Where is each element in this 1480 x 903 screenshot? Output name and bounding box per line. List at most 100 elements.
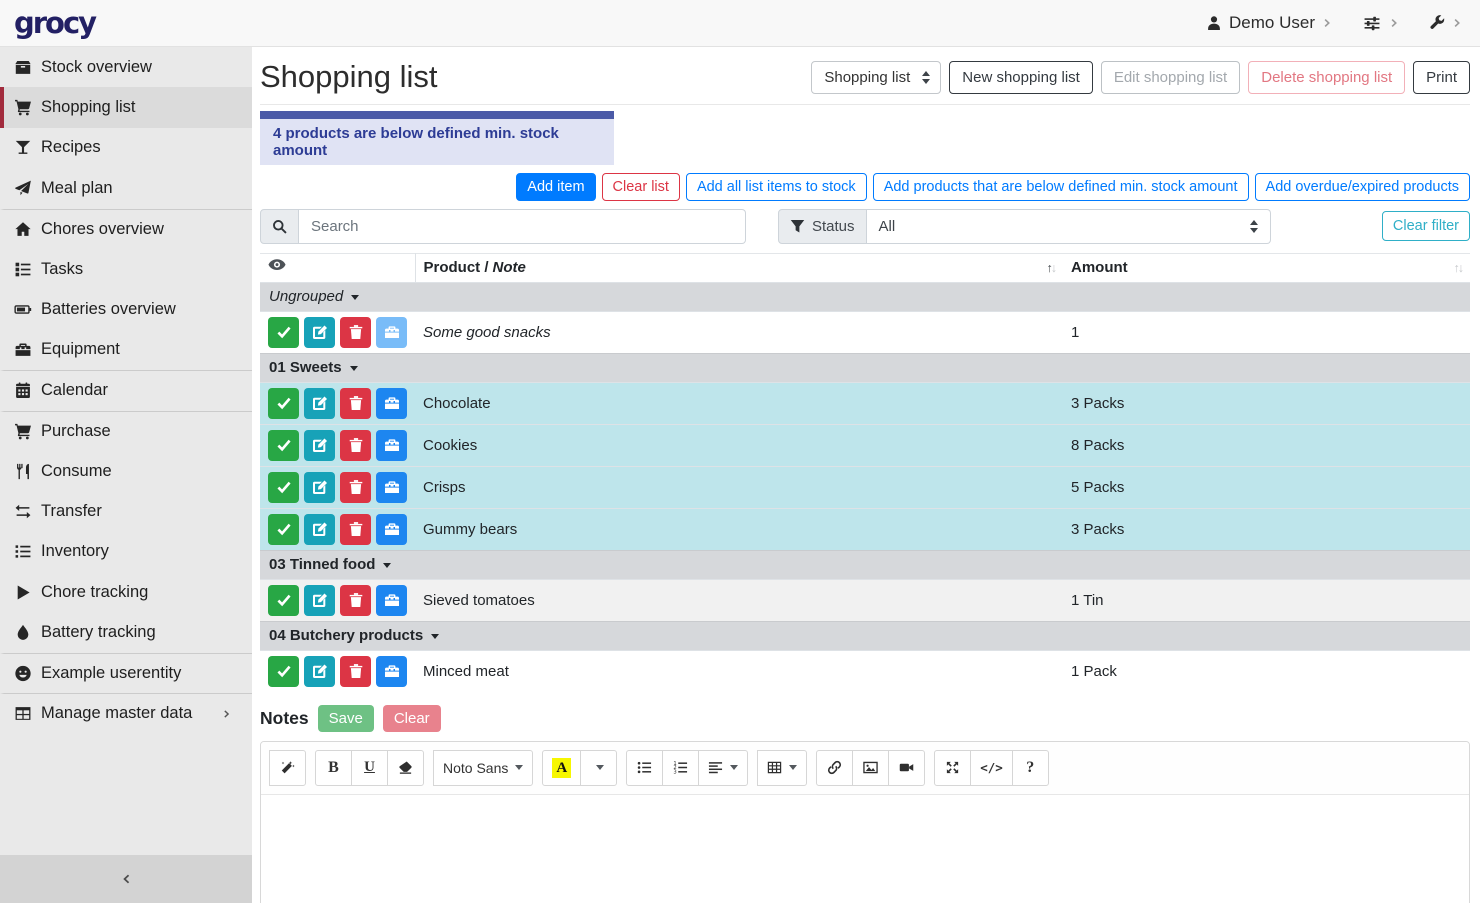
insert-video-button[interactable] bbox=[888, 749, 926, 786]
clear-filter-button[interactable]: Clear filter bbox=[1381, 211, 1470, 242]
user-menu[interactable]: Demo User bbox=[1206, 13, 1332, 33]
mark-done-button[interactable] bbox=[268, 429, 299, 461]
delete-item-button[interactable] bbox=[340, 655, 371, 687]
sidebar-item-example-userentity[interactable]: Example userentity bbox=[0, 652, 252, 693]
sidebar-item-manage-master-data[interactable]: Manage master data bbox=[0, 693, 252, 733]
app-logo[interactable]: grocy bbox=[14, 5, 97, 40]
save-notes-button[interactable]: Save bbox=[317, 704, 374, 732]
amount-cell: 1 Pack bbox=[1063, 649, 1470, 692]
font-color-button[interactable]: A bbox=[542, 749, 582, 786]
unordered-list-button[interactable] bbox=[626, 749, 664, 786]
new-shopping-list-button[interactable]: New shopping list bbox=[949, 60, 1093, 94]
delete-item-button[interactable] bbox=[340, 584, 371, 616]
row-actions bbox=[268, 471, 407, 503]
mark-done-button[interactable] bbox=[268, 655, 299, 687]
notes-editor-area[interactable] bbox=[261, 794, 1469, 903]
amount-cell: 8 Packs bbox=[1063, 423, 1470, 467]
add-to-stock-button[interactable] bbox=[376, 584, 407, 616]
delete-item-button[interactable] bbox=[340, 387, 371, 419]
insert-picture-button[interactable] bbox=[852, 749, 890, 786]
font-name-dropdown[interactable]: Noto Sans bbox=[433, 749, 534, 786]
fullscreen-button[interactable] bbox=[934, 749, 972, 786]
sidebar-item-batteries-overview[interactable]: Batteries overview bbox=[0, 289, 252, 329]
edit-shopping-list-button[interactable]: Edit shopping list bbox=[1100, 60, 1241, 94]
add-to-stock-button[interactable] bbox=[376, 513, 407, 545]
sidebar-collapse-button[interactable] bbox=[0, 855, 252, 903]
sidebar-item-shopping-list[interactable]: Shopping list bbox=[0, 87, 252, 128]
sidebar-item-chore-tracking[interactable]: Chore tracking bbox=[0, 572, 252, 612]
delete-shopping-list-button[interactable]: Delete shopping list bbox=[1248, 60, 1406, 94]
sidebar-item-transfer[interactable]: Transfer bbox=[0, 491, 252, 531]
edit-item-button[interactable] bbox=[304, 387, 335, 419]
product-group-header[interactable]: 03 Tinned food bbox=[260, 549, 1470, 580]
product-column-header[interactable]: Product / Note ↑↓ bbox=[415, 252, 1063, 283]
delete-item-button[interactable] bbox=[340, 429, 371, 461]
add-to-stock-button[interactable] bbox=[376, 387, 407, 419]
mark-done-button[interactable] bbox=[268, 316, 299, 348]
sidebar-item-stock-overview[interactable]: Stock overview bbox=[0, 47, 252, 87]
paragraph-style-button[interactable] bbox=[698, 749, 749, 786]
product-group-header[interactable]: Ungrouped bbox=[260, 281, 1470, 312]
delete-item-button[interactable] bbox=[340, 471, 371, 503]
clear-formatting-button[interactable] bbox=[387, 749, 424, 786]
bold-button[interactable]: B bbox=[315, 749, 352, 786]
clear-list-button[interactable]: Clear list bbox=[601, 172, 680, 201]
wrench-icon bbox=[1429, 15, 1445, 31]
print-button[interactable]: Print bbox=[1413, 60, 1470, 94]
sidebar-item-calendar[interactable]: Calendar bbox=[0, 370, 252, 410]
add-to-stock-button[interactable] bbox=[376, 471, 407, 503]
edit-icon bbox=[312, 324, 328, 340]
edit-item-button[interactable] bbox=[304, 655, 335, 687]
amount-column-header[interactable]: Amount ↑↓ bbox=[1063, 252, 1470, 283]
sidebar-item-chores-overview[interactable]: Chores overview bbox=[0, 208, 252, 249]
edit-item-button[interactable] bbox=[304, 513, 335, 545]
insert-table-button[interactable] bbox=[757, 749, 808, 786]
code-view-button[interactable]: </> bbox=[970, 749, 1013, 786]
status-select[interactable]: All bbox=[866, 208, 1271, 244]
underline-button[interactable]: U bbox=[351, 749, 388, 786]
add-all-to-stock-button[interactable]: Add all list items to stock bbox=[685, 172, 867, 201]
edit-item-button[interactable] bbox=[304, 471, 335, 503]
search-input[interactable] bbox=[299, 208, 746, 244]
add-item-button[interactable]: Add item bbox=[516, 172, 596, 201]
sidebar-item-meal-plan[interactable]: Meal plan bbox=[0, 168, 252, 208]
sidebar-item-equipment[interactable]: Equipment bbox=[0, 330, 252, 370]
edit-item-button[interactable] bbox=[304, 584, 335, 616]
product-group-header[interactable]: 01 Sweets bbox=[260, 352, 1470, 383]
insert-link-button[interactable] bbox=[816, 749, 854, 786]
mark-done-button[interactable] bbox=[268, 513, 299, 545]
visibility-column-header[interactable] bbox=[260, 252, 416, 283]
add-overdue-button[interactable]: Add overdue/expired products bbox=[1254, 172, 1470, 201]
font-color-caret-button[interactable] bbox=[580, 749, 618, 786]
product-group-header[interactable]: 04 Butchery products bbox=[260, 620, 1470, 651]
sidebar-item-tasks[interactable]: Tasks bbox=[0, 249, 252, 289]
delete-item-button[interactable] bbox=[340, 513, 371, 545]
add-to-stock-button[interactable] bbox=[376, 429, 407, 461]
product-group-row: Ungrouped bbox=[260, 281, 1470, 312]
add-to-stock-button[interactable] bbox=[376, 316, 407, 348]
sidebar-item-battery-tracking[interactable]: Battery tracking bbox=[0, 612, 252, 652]
help-button[interactable]: ? bbox=[1011, 749, 1049, 786]
caret-down-icon bbox=[515, 765, 524, 771]
style-dropdown-button[interactable] bbox=[269, 749, 306, 786]
mark-done-button[interactable] bbox=[268, 387, 299, 419]
settings-menu[interactable] bbox=[1362, 15, 1399, 32]
edit-item-button[interactable] bbox=[304, 429, 335, 461]
add-to-stock-button[interactable] bbox=[376, 655, 407, 687]
shopping-list-selector[interactable]: Shopping list bbox=[811, 60, 942, 94]
sidebar-item-consume[interactable]: Consume bbox=[0, 451, 252, 491]
add-below-min-stock-button[interactable]: Add products that are below defined min.… bbox=[872, 172, 1249, 201]
delete-item-button[interactable] bbox=[340, 316, 371, 348]
below-min-stock-alert[interactable]: 4 products are below defined min. stock … bbox=[260, 110, 614, 165]
clear-notes-button[interactable]: Clear bbox=[382, 704, 441, 732]
admin-menu[interactable] bbox=[1429, 15, 1462, 31]
sidebar-item-purchase[interactable]: Purchase bbox=[0, 410, 252, 451]
mark-done-button[interactable] bbox=[268, 584, 299, 616]
sidebar-item-inventory[interactable]: Inventory bbox=[0, 532, 252, 572]
sidebar-item-recipes[interactable]: Recipes bbox=[0, 128, 252, 168]
highlight-color-icon: A bbox=[552, 757, 572, 778]
edit-item-button[interactable] bbox=[304, 316, 335, 348]
mark-done-button[interactable] bbox=[268, 471, 299, 503]
